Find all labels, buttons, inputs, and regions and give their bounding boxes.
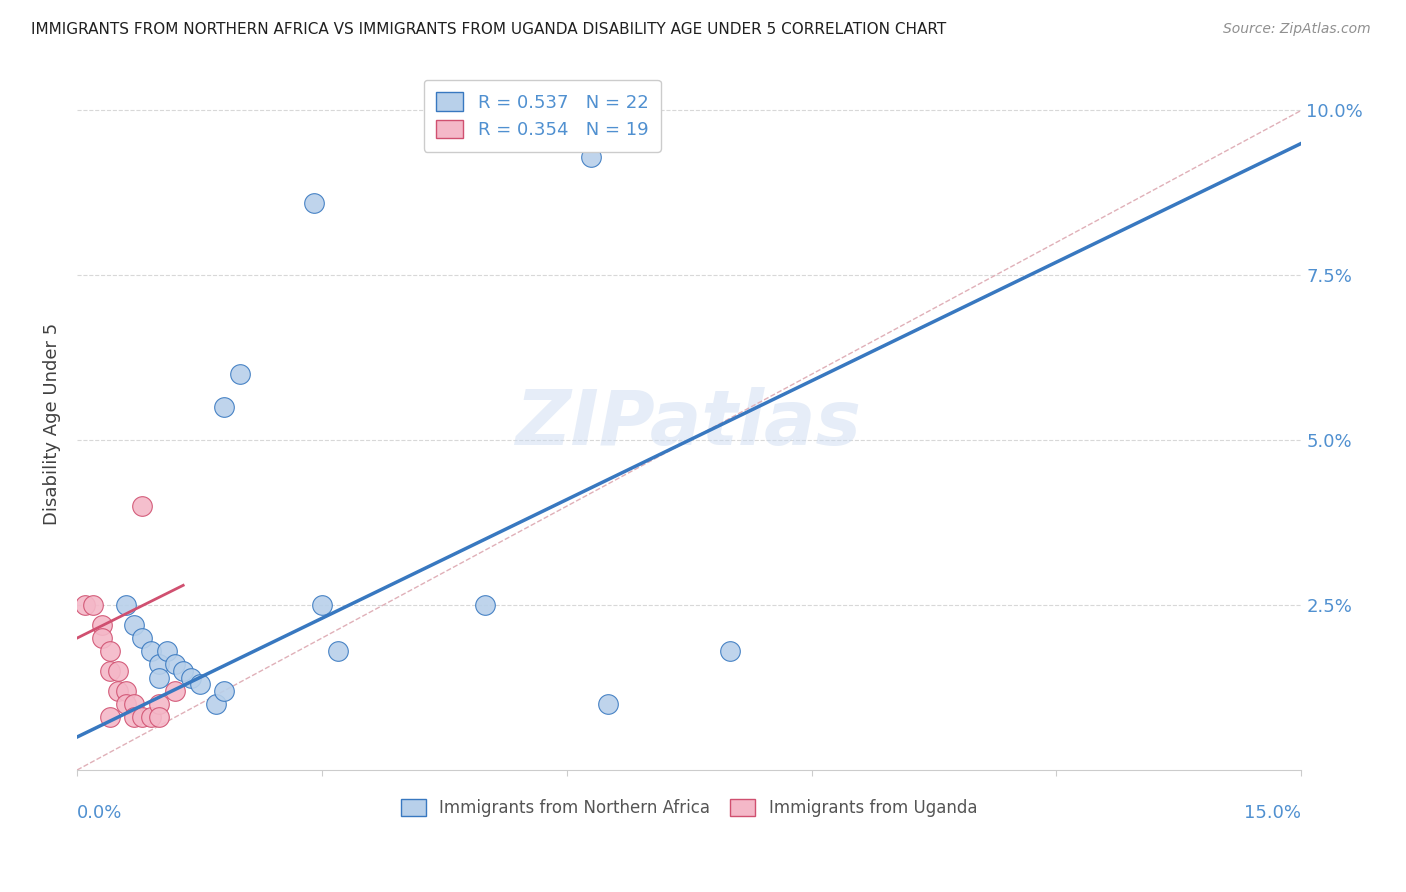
Point — [156, 644, 179, 658]
Point — [596, 697, 619, 711]
Point — [163, 657, 186, 672]
Point — [90, 631, 112, 645]
Point — [148, 710, 170, 724]
Point — [212, 401, 235, 415]
Point — [115, 697, 138, 711]
Point — [122, 710, 145, 724]
Point — [311, 598, 333, 612]
Point — [302, 195, 325, 210]
Legend: Immigrants from Northern Africa, Immigrants from Uganda: Immigrants from Northern Africa, Immigra… — [395, 792, 984, 824]
Point — [131, 710, 153, 724]
Text: Source: ZipAtlas.com: Source: ZipAtlas.com — [1223, 22, 1371, 37]
Point — [107, 683, 129, 698]
Point — [115, 598, 138, 612]
Point — [131, 631, 153, 645]
Point — [188, 677, 211, 691]
Point — [581, 150, 603, 164]
Point — [205, 697, 228, 711]
Point — [90, 618, 112, 632]
Point — [148, 657, 170, 672]
Point — [139, 644, 162, 658]
Point — [139, 710, 162, 724]
Point — [98, 644, 121, 658]
Point — [115, 683, 138, 698]
Point — [122, 618, 145, 632]
Text: ZIPatlas: ZIPatlas — [516, 387, 862, 461]
Point — [212, 683, 235, 698]
Y-axis label: Disability Age Under 5: Disability Age Under 5 — [44, 323, 60, 524]
Text: 0.0%: 0.0% — [77, 805, 122, 822]
Point — [163, 683, 186, 698]
Point — [229, 368, 252, 382]
Point — [131, 499, 153, 513]
Point — [98, 710, 121, 724]
Text: IMMIGRANTS FROM NORTHERN AFRICA VS IMMIGRANTS FROM UGANDA DISABILITY AGE UNDER 5: IMMIGRANTS FROM NORTHERN AFRICA VS IMMIG… — [31, 22, 946, 37]
Point — [75, 598, 97, 612]
Point — [718, 644, 741, 658]
Text: 15.0%: 15.0% — [1244, 805, 1302, 822]
Point — [82, 598, 104, 612]
Point — [148, 671, 170, 685]
Point — [474, 598, 496, 612]
Point — [148, 697, 170, 711]
Point — [98, 664, 121, 678]
Point — [180, 671, 202, 685]
Point — [122, 697, 145, 711]
Point — [328, 644, 350, 658]
Point — [172, 664, 194, 678]
Point — [107, 664, 129, 678]
